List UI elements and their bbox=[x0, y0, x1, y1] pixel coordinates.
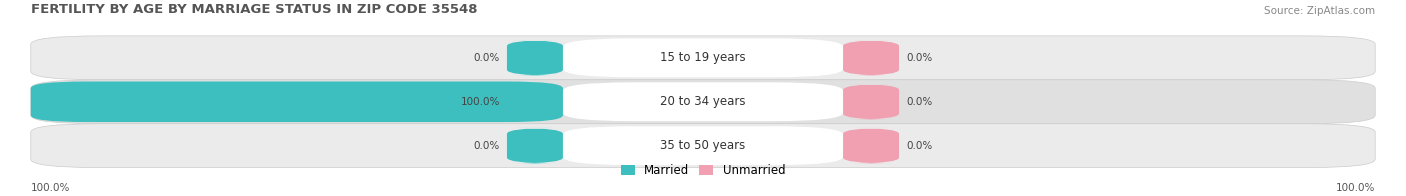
FancyBboxPatch shape bbox=[508, 128, 562, 163]
Text: 0.0%: 0.0% bbox=[474, 53, 501, 63]
FancyBboxPatch shape bbox=[31, 124, 1375, 168]
FancyBboxPatch shape bbox=[31, 80, 1375, 124]
Text: 100.0%: 100.0% bbox=[461, 97, 501, 107]
Text: 100.0%: 100.0% bbox=[1336, 183, 1375, 193]
Text: 0.0%: 0.0% bbox=[905, 97, 932, 107]
Text: 0.0%: 0.0% bbox=[905, 141, 932, 151]
FancyBboxPatch shape bbox=[31, 82, 562, 122]
Text: 20 to 34 years: 20 to 34 years bbox=[661, 95, 745, 108]
FancyBboxPatch shape bbox=[31, 36, 1375, 80]
FancyBboxPatch shape bbox=[508, 40, 562, 76]
Text: 0.0%: 0.0% bbox=[905, 53, 932, 63]
Text: 15 to 19 years: 15 to 19 years bbox=[661, 51, 745, 64]
FancyBboxPatch shape bbox=[508, 84, 562, 120]
Text: 0.0%: 0.0% bbox=[474, 141, 501, 151]
Legend: Married, Unmarried: Married, Unmarried bbox=[620, 164, 786, 177]
FancyBboxPatch shape bbox=[562, 126, 844, 165]
Text: Source: ZipAtlas.com: Source: ZipAtlas.com bbox=[1264, 6, 1375, 16]
FancyBboxPatch shape bbox=[844, 84, 898, 120]
Text: 100.0%: 100.0% bbox=[31, 183, 70, 193]
Text: 35 to 50 years: 35 to 50 years bbox=[661, 139, 745, 152]
Text: FERTILITY BY AGE BY MARRIAGE STATUS IN ZIP CODE 35548: FERTILITY BY AGE BY MARRIAGE STATUS IN Z… bbox=[31, 3, 477, 16]
FancyBboxPatch shape bbox=[562, 38, 844, 77]
FancyBboxPatch shape bbox=[844, 40, 898, 76]
FancyBboxPatch shape bbox=[562, 82, 844, 121]
FancyBboxPatch shape bbox=[844, 128, 898, 163]
